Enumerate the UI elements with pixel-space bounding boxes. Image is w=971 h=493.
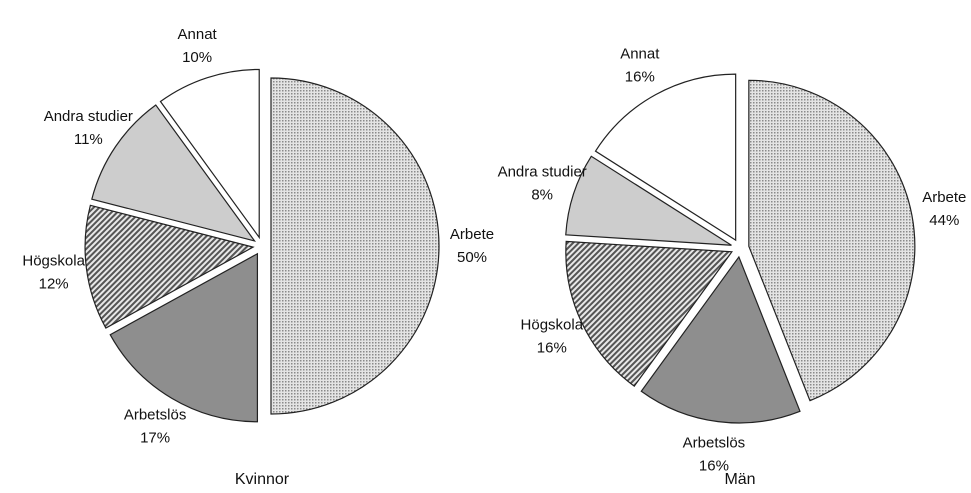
slice-label: Arbetslös (124, 407, 187, 424)
slice-value-label: 11% (74, 131, 103, 148)
pie-slice (594, 73, 737, 242)
slice-value-label: 10% (182, 49, 212, 66)
slice-value-label: 16% (625, 69, 655, 86)
pie-slice (84, 204, 255, 329)
pie-slice (270, 77, 440, 415)
slice-value-label: 50% (457, 249, 487, 266)
chart-title: Kvinnor (235, 471, 290, 488)
slice-value-label: 12% (39, 275, 69, 292)
slice-value-label: 16% (537, 340, 567, 357)
slice-label: Arbete (450, 226, 494, 243)
slice-value-label: 44% (929, 212, 959, 229)
slice-label: Annat (178, 26, 218, 43)
slice-value-label: 16% (699, 457, 729, 474)
slice-label: Andra studier (498, 164, 587, 181)
pie-slice (565, 240, 733, 387)
pie-slice (748, 79, 916, 402)
slice-label: Högskola (521, 317, 584, 334)
slice-label: Arbete (922, 189, 966, 206)
slice-label: Annat (620, 46, 660, 63)
slice-value-label: 17% (140, 430, 170, 447)
slice-label: Arbetslös (683, 434, 746, 451)
slice-label: Högskola (22, 252, 85, 269)
slice-value-label: 8% (531, 187, 553, 204)
slice-label: Andra studier (44, 108, 133, 125)
pie-slice (640, 255, 801, 424)
pie-slice (159, 68, 260, 240)
pie-slice (565, 155, 732, 246)
chart-title: Män (724, 471, 755, 488)
pie-slice (91, 104, 257, 242)
pie-slice (109, 252, 259, 423)
